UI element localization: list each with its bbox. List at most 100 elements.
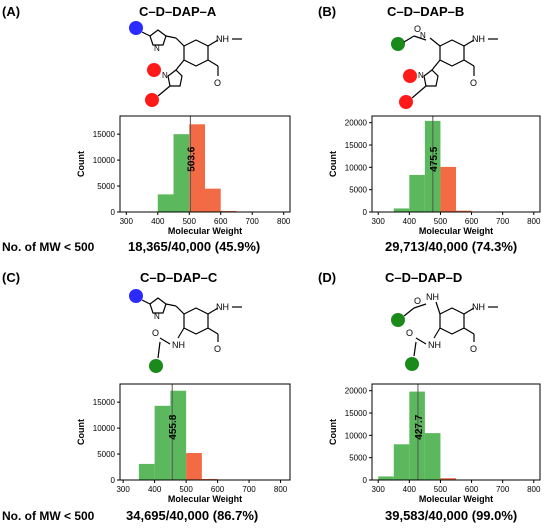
panel-label-d: (D)	[318, 270, 337, 285]
y-tick-label: 5000	[97, 182, 115, 191]
y-tick-label: 0	[111, 208, 116, 217]
x-tick-label: 300	[372, 485, 386, 494]
y-tick-label: 0	[363, 208, 368, 217]
count-text-c: 34,695/40,000 (86.7%)	[126, 508, 259, 523]
panel-label-a: (A)	[2, 4, 21, 19]
histogram-d: 427.7 300 400 500 600 700 800 0 5000 10000 15000 20…	[328, 383, 541, 504]
histogram-bar	[157, 194, 174, 212]
red-dot-icon	[147, 63, 161, 77]
histogram-bar	[393, 444, 410, 480]
green-dot-icon	[405, 357, 419, 371]
x-tick-label: 300	[372, 217, 386, 226]
plot-frame	[119, 115, 291, 213]
histogram-bar	[201, 478, 218, 480]
y-axis-label: Count	[76, 151, 86, 177]
x-tick-label: 500	[179, 485, 193, 494]
x-tick-label: 300	[120, 217, 134, 226]
x-tick-label: 500	[434, 217, 448, 226]
histogram-bar	[424, 433, 441, 480]
structure-b: O N NH O N	[391, 24, 498, 109]
svg-text:O: O	[152, 328, 159, 338]
x-tick-label: 400	[151, 217, 165, 226]
x-tick-label: 400	[403, 485, 417, 494]
histogram-bar	[138, 463, 155, 480]
y-tick-label: 20000	[345, 119, 368, 128]
histogram-bar	[186, 453, 202, 480]
x-tick-label: 600	[465, 217, 479, 226]
row-label-mw-top: No. of MW < 500	[2, 240, 95, 254]
count-text-b: 29,713/40,000 (74.3%)	[385, 239, 518, 254]
svg-text:O: O	[214, 344, 221, 354]
panel-label-c: (C)	[2, 270, 21, 285]
x-tick-label: 700	[246, 217, 260, 226]
y-axis-label: Count	[76, 419, 86, 445]
panel-title-a: C–D–DAP–A	[139, 4, 217, 19]
panel-title-c: C–D–DAP–C	[140, 270, 218, 285]
y-tick-label: 5000	[97, 450, 115, 459]
blue-dot-icon	[129, 21, 143, 35]
plot-frame	[371, 115, 541, 213]
panel-title-d: C–D–DAP–D	[385, 270, 463, 285]
svg-text:N: N	[154, 44, 160, 53]
histogram-bar	[409, 174, 425, 212]
plot-frame	[371, 383, 541, 481]
svg-text:O: O	[214, 78, 221, 88]
histogram-bar	[170, 390, 187, 480]
row-label-mw-bottom: No. of MW < 500	[2, 509, 95, 523]
svg-text:NH: NH	[216, 302, 229, 312]
structure-a: N NH O N	[129, 21, 242, 107]
x-tick-label: 700	[496, 217, 510, 226]
svg-text:NH: NH	[426, 292, 439, 302]
count-text-a: 18,365/40,000 (45.9%)	[128, 239, 261, 254]
mean-marker-label: 427.7	[414, 414, 425, 439]
svg-text:NH: NH	[216, 34, 229, 44]
histogram-bar	[393, 208, 410, 212]
histogram-c: 455.8 300 400 500 600 700 800 0 5000 10000 15000 Mo…	[76, 383, 291, 504]
x-tick-label: 800	[527, 485, 541, 494]
histogram-bar	[189, 124, 205, 212]
y-tick-label: 15000	[345, 141, 368, 150]
svg-text:O: O	[470, 344, 477, 354]
svg-text:N: N	[154, 312, 160, 321]
x-tick-label: 700	[496, 485, 510, 494]
structure-d: O NH NH O NH O	[391, 292, 498, 371]
green-dot-icon	[391, 313, 405, 327]
histogram-a: 503.6 300 400 500 600 700 800 0 5000 10000 15000 Mo…	[76, 115, 291, 236]
histogram-bar	[205, 188, 221, 212]
svg-text:O: O	[414, 296, 421, 306]
mean-marker-label: 475.5	[429, 146, 440, 171]
svg-text:NH: NH	[472, 34, 485, 44]
x-axis-label: Molecular Weight	[168, 494, 242, 504]
y-axis-label: Count	[328, 151, 338, 177]
x-tick-label: 800	[527, 217, 541, 226]
histogram-bar	[154, 405, 171, 480]
x-axis-label: Molecular Weight	[419, 494, 493, 504]
red-dot-icon	[399, 95, 413, 109]
y-tick-label: 20000	[345, 387, 368, 396]
svg-text:NH: NH	[472, 302, 485, 312]
y-tick-label: 5000	[349, 186, 367, 195]
red-dot-icon	[403, 69, 417, 83]
blue-dot-icon	[129, 289, 143, 303]
mean-marker-label: 455.8	[168, 414, 179, 439]
x-tick-label: 800	[277, 217, 291, 226]
red-dot-icon	[145, 93, 159, 107]
structure-c: N NH O NH O	[129, 289, 242, 373]
y-tick-label: 10000	[345, 163, 368, 172]
histogram-bar	[456, 210, 472, 212]
x-tick-label: 500	[434, 485, 448, 494]
mean-marker-label: 503.6	[186, 146, 197, 171]
x-tick-label: 700	[242, 485, 256, 494]
svg-text:NH: NH	[172, 340, 185, 350]
histogram-b: 475.5 300 400 500 600 700 800 0 5000 10000 15000 20…	[328, 115, 541, 236]
y-tick-label: 10000	[93, 156, 116, 165]
x-axis-label: Molecular Weight	[419, 226, 493, 236]
plot-frame	[119, 383, 291, 481]
x-tick-label: 400	[148, 485, 162, 494]
y-tick-label: 15000	[93, 398, 116, 407]
histogram-bar	[440, 166, 456, 212]
svg-text:O: O	[470, 78, 477, 88]
panel-label-b: (B)	[318, 4, 337, 19]
y-tick-label: 0	[363, 476, 368, 485]
y-tick-label: 5000	[349, 454, 367, 463]
